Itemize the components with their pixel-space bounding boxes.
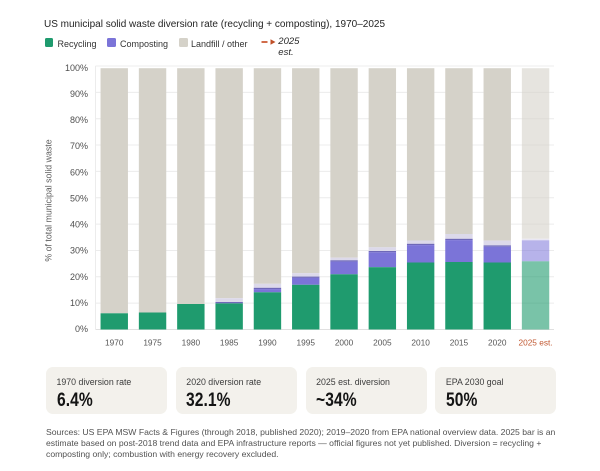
svg-text:80%: 80% <box>70 115 88 125</box>
svg-text:1985: 1985 <box>220 338 239 348</box>
svg-text:2000: 2000 <box>335 338 354 348</box>
svg-text:60%: 60% <box>70 167 88 177</box>
svg-text:30%: 30% <box>70 246 88 256</box>
svg-text:50%: 50% <box>70 193 88 203</box>
svg-text:20%: 20% <box>70 272 88 282</box>
svg-text:0%: 0% <box>75 324 88 334</box>
svg-text:2015: 2015 <box>450 338 469 348</box>
svg-text:2025 est.: 2025 est. <box>518 338 552 348</box>
svg-text:10%: 10% <box>70 298 88 308</box>
svg-text:1970: 1970 <box>105 338 124 348</box>
svg-text:1980: 1980 <box>182 338 201 348</box>
svg-text:1990: 1990 <box>258 338 277 348</box>
svg-text:% of total municipal solid was: % of total municipal solid waste <box>44 139 54 261</box>
svg-text:2005: 2005 <box>373 338 392 348</box>
svg-text:2020: 2020 <box>488 338 507 348</box>
svg-text:40%: 40% <box>70 220 88 230</box>
svg-text:2010: 2010 <box>411 338 430 348</box>
svg-text:1975: 1975 <box>143 338 162 348</box>
svg-text:90%: 90% <box>70 89 88 99</box>
svg-text:70%: 70% <box>70 141 88 151</box>
svg-text:100%: 100% <box>65 63 88 73</box>
svg-text:1995: 1995 <box>297 338 316 348</box>
